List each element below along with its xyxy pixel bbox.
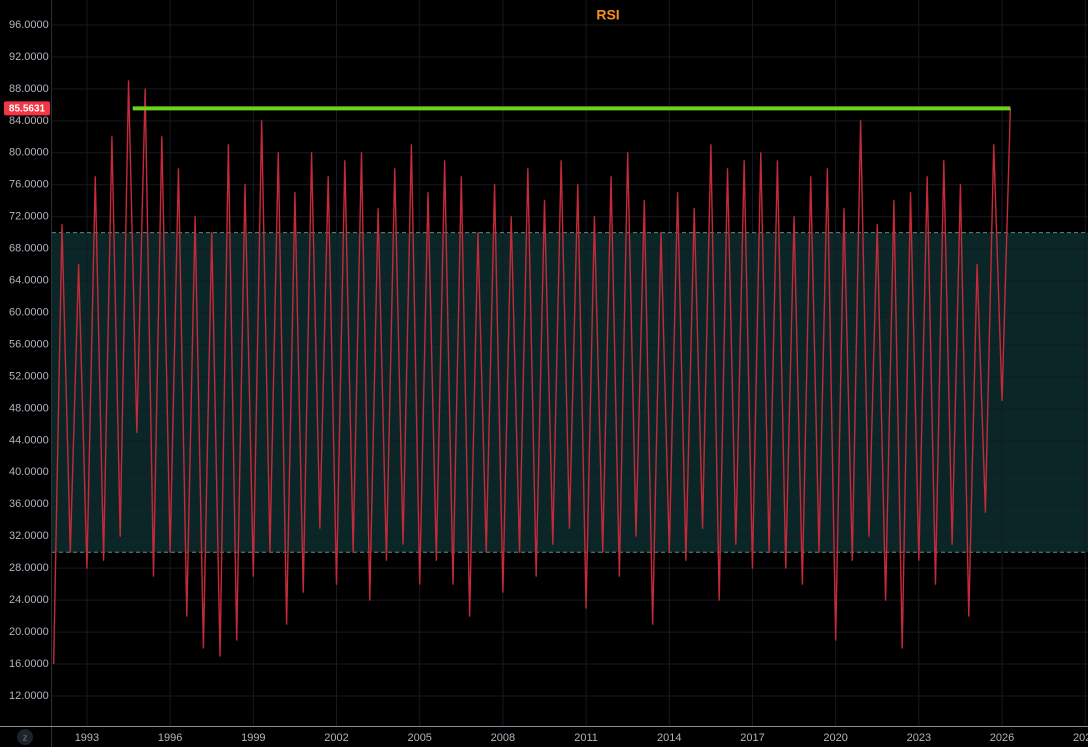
value-badge-label: 85.5631 [9,104,46,115]
x-tick-label: 1996 [158,732,182,744]
x-tick-label: 2002 [324,732,348,744]
x-tick-label: 2017 [740,732,764,744]
x-tick-label: 2029 [1073,732,1088,744]
y-tick-label: 84.0000 [9,115,49,127]
y-tick-label: 28.0000 [9,562,49,574]
y-tick-label: 96.0000 [9,19,49,31]
x-tick-label: 2020 [823,732,847,744]
x-tick-label: 2011 [574,732,598,744]
y-tick-label: 36.0000 [9,498,49,510]
y-tick-label: 24.0000 [9,594,49,606]
x-tick-label: 2008 [491,732,515,744]
x-tick-label: 1999 [241,732,265,744]
y-tick-label: 56.0000 [9,338,49,350]
y-tick-label: 68.0000 [9,243,49,255]
y-tick-label: 20.0000 [9,626,49,638]
y-tick-label: 16.0000 [9,658,49,670]
x-tick-label: 1993 [75,732,99,744]
y-tick-label: 12.0000 [9,690,49,702]
y-tick-label: 72.0000 [9,211,49,223]
scale-button-label[interactable]: z [23,732,28,742]
y-tick-label: 76.0000 [9,179,49,191]
x-tick-label: 2026 [990,732,1014,744]
y-tick-label: 88.0000 [9,83,49,95]
value-badge [4,101,50,116]
y-tick-label: 64.0000 [9,275,49,287]
x-tick-label: 2014 [657,732,681,744]
y-tick-label: 44.0000 [9,434,49,446]
y-tick-label: 32.0000 [9,530,49,542]
plot-area [52,0,1088,726]
y-tick-label: 80.0000 [9,147,49,159]
y-tick-label: 92.0000 [9,51,49,63]
scale-button[interactable] [17,729,33,745]
y-tick-label: 60.0000 [9,306,49,318]
y-tick-label: 52.0000 [9,370,49,382]
y-tick-label: 40.0000 [9,466,49,478]
x-tick-label: 2023 [907,732,931,744]
y-tick-label: 48.0000 [9,402,49,414]
chart-title: RSI [596,7,619,23]
rsi-line [52,80,1012,665]
x-tick-label: 2005 [407,732,431,744]
